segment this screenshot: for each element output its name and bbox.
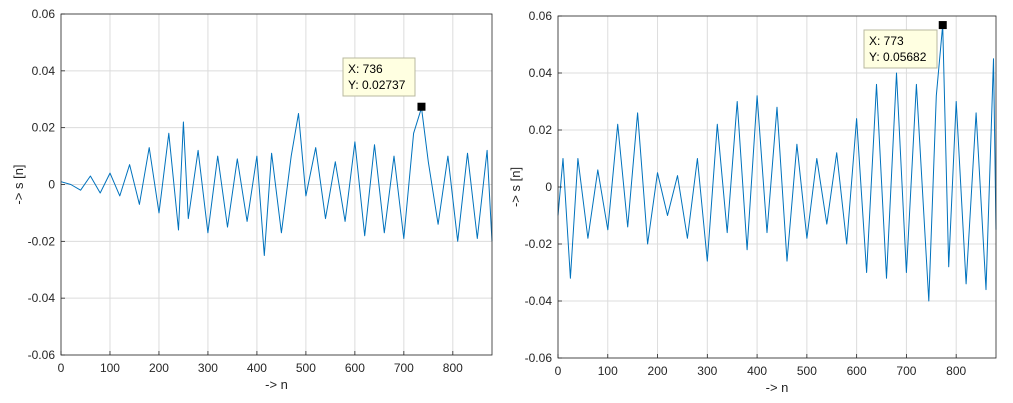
left-xtick-label-7: 700 [394,361,414,375]
left-datatip-y: Y: 0.02737 [348,78,406,92]
right-ytick-label-6: 0.06 [529,9,553,23]
right-xtick-label-1: 100 [598,364,618,378]
right-xtick-label-4: 400 [747,364,767,378]
right-xtick-label-3: 300 [697,364,717,378]
right-ytick-label-2: -0.02 [525,237,553,251]
right-xtick-label-8: 800 [946,364,966,378]
right-ytick-label-1: -0.04 [525,294,553,308]
left-xtick-label-0: 0 [58,361,65,375]
right-datatip-x: X: 773 [869,34,904,48]
right-ytick-label-0: -0.06 [525,351,553,365]
left-xtick-label-8: 800 [443,361,463,375]
right-datatip-marker[interactable] [938,21,947,30]
left-ytick-label-2: -0.02 [28,234,56,248]
left-xtick-label-2: 200 [149,361,169,375]
right-ytick-label-5: 0.04 [529,66,553,80]
left-ylabel: -> s [n] [11,164,26,204]
left-plot-svg: 0 100 200 300 400 500 600 700 800 -0.06 -0.04 -0.02… [11,7,493,392]
right-plot-svg: 0 100 200 300 400 500 600 700 800 -0.06 -0.04 -0.02… [508,9,997,395]
right-xlabel: -> n [766,380,789,395]
left-ytick-label-5: 0.04 [32,64,56,78]
left-xtick-label-5: 500 [296,361,316,375]
left-series-line [60,107,493,256]
right-xtick-label-5: 500 [797,364,817,378]
left-ytick-label-1: -0.04 [28,291,56,305]
left-ytick-label-4: 0.02 [32,121,56,135]
right-xtick-label-7: 700 [896,364,916,378]
right-plot: 0 100 200 300 400 500 600 700 800 -0.06 -0.04 -0.02… [505,0,1013,403]
right-xtick-label-6: 600 [847,364,867,378]
left-xtick-label-4: 400 [247,361,267,375]
right-datatip-box[interactable] [863,29,938,69]
left-datatip-marker[interactable] [417,102,426,111]
left-datatip-x: X: 736 [348,62,383,76]
right-xtick-label-0: 0 [555,364,562,378]
right-xtick-label-2: 200 [648,364,668,378]
right-datatip-y: Y: 0.05682 [869,50,927,64]
left-plot: 0 100 200 300 400 500 600 700 800 -0.06 -0.04 -0.02… [0,0,500,403]
right-series-line [557,24,997,302]
left-datatip-box[interactable] [342,57,416,97]
right-ytick-label-4: 0.02 [529,123,553,137]
left-ytick-label-6: 0.06 [32,7,56,21]
right-ytick-label-3: 0 [545,180,552,194]
left-xtick-label-6: 600 [345,361,365,375]
right-ylabel: -> s [n] [508,167,523,207]
left-xtick-label-3: 300 [198,361,218,375]
left-ytick-label-0: -0.06 [28,348,56,362]
left-xtick-label-1: 100 [100,361,120,375]
left-xlabel: -> n [265,377,288,392]
left-ytick-label-3: 0 [48,178,55,192]
